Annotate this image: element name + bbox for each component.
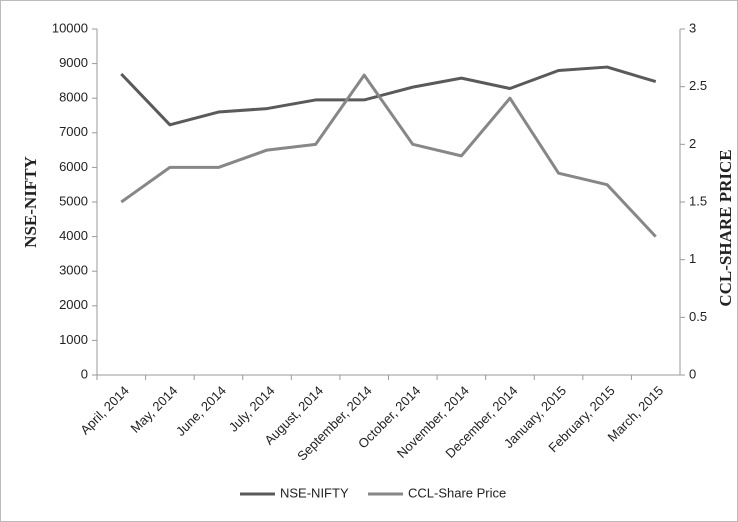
y-axis-title: NSE-NIFTY <box>21 156 40 248</box>
y2-axis-title: CCL-SHARE PRICE <box>716 149 735 306</box>
y-tick-label: 3000 <box>59 263 88 278</box>
y2-tick-label: 1.5 <box>689 193 707 208</box>
y2-tick-label: 0.5 <box>689 309 707 324</box>
series-line <box>120 65 657 127</box>
series-line <box>120 73 657 238</box>
y-tick-label: 2000 <box>59 297 88 312</box>
y2-tick-label: 2.5 <box>689 78 707 93</box>
y-tick-label: 5000 <box>59 193 88 208</box>
y2-tick-label: 2 <box>689 136 696 151</box>
y-tick-label: 8000 <box>59 90 88 105</box>
y-tick-label: 6000 <box>59 159 88 174</box>
y-tick-label: 4000 <box>59 228 88 243</box>
y-tick-label: 9000 <box>59 55 88 70</box>
y2-tick-label: 3 <box>689 20 696 35</box>
y-tick-label: 10000 <box>52 20 88 35</box>
y-tick-label: 1000 <box>59 332 88 347</box>
legend-label: NSE-NIFTY <box>280 485 349 500</box>
y2-tick-label: 1 <box>689 251 696 266</box>
y-tick-label: 0 <box>81 366 88 381</box>
y-tick-label: 7000 <box>59 124 88 139</box>
y2-tick-label: 0 <box>689 366 696 381</box>
legend-label: CCL-Share Price <box>408 485 506 500</box>
